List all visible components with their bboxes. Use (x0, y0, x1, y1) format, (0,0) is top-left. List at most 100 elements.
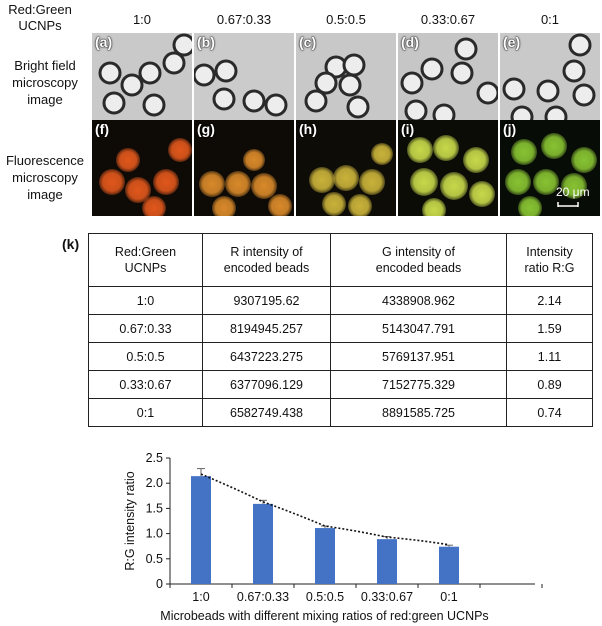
fluorescence-line2: microscopy (12, 170, 78, 185)
header-cell-ratio-rg: Intensity ratio R:G (506, 233, 593, 287)
y-tick-label: 0.5 (146, 552, 163, 566)
bead-group (505, 133, 597, 216)
panel-label: (b) (197, 34, 215, 50)
table-row: 1:0 9307195.62 4338908.962 2.14 (88, 286, 593, 315)
bead-group (98, 33, 192, 117)
table-cell: 1:0 (88, 286, 203, 315)
table-cell: 0.5:0.5 (88, 342, 203, 371)
table-cell: 7152775.329 (330, 370, 507, 399)
y-tick-label: 0 (156, 577, 163, 591)
y-axis-label: R:G intensity ratio (123, 471, 137, 570)
header-line: ratio R:G (524, 261, 575, 275)
fluor-panel-i: (i) (398, 120, 498, 216)
bar (439, 546, 459, 584)
y-tick-label: 2.5 (146, 451, 163, 465)
fluorescence-line1: Fluorescence (5, 153, 85, 168)
table-row: 0.67:0.33 8194945.257 5143047.791 1.59 (88, 314, 593, 343)
ratio-header-line2: UCNPs (18, 18, 62, 33)
bead-group (309, 143, 393, 216)
fluor-panel-g: (g) (194, 120, 294, 216)
bead-group (199, 149, 292, 216)
table-cell: 6377096.129 (202, 370, 331, 399)
fluorescence-label: Fluorescence microscopy image (0, 152, 90, 203)
bright-panel-a: (a) (92, 33, 192, 129)
bright-field-label: Bright field microscopy image (0, 57, 90, 108)
panel-label: (a) (95, 34, 113, 50)
panel-label: (f) (95, 121, 109, 137)
bar (191, 476, 211, 584)
table-cell: 0.33:0.67 (88, 370, 203, 399)
header-cell-r: R intensity of encoded beads (202, 233, 331, 287)
table-cell: 0.74 (506, 398, 593, 427)
scale-bar-label: 20 μm (556, 185, 590, 199)
table-label: (k) (62, 236, 80, 252)
header-line: UCNPs (124, 261, 167, 275)
bar (315, 528, 335, 584)
bright-field-line1: Bright field (14, 58, 76, 73)
table-cell: 6437223.275 (202, 342, 331, 371)
table-cell: 0.89 (506, 370, 593, 399)
ratio-header-line1: Red:Green (8, 2, 72, 17)
header-line: Red:Green (114, 245, 177, 259)
table-cell: 5143047.791 (330, 314, 507, 343)
panel-label: (i) (401, 121, 415, 137)
table-cell: 1.11 (506, 342, 593, 371)
bright-field-line3: image (27, 92, 63, 107)
header-cell-ratio: Red:Green UCNPs (88, 233, 203, 287)
x-tick-label: 0:1 (440, 590, 457, 604)
panel-label: (d) (401, 34, 419, 50)
fluorescence-line3: image (27, 187, 63, 202)
table-cell: 8891585.725 (330, 398, 507, 427)
intensity-table: Red:Green UCNPs R intensity of encoded bea… (88, 233, 593, 427)
fluor-panel-h: (h) (296, 120, 396, 216)
bead-group (304, 53, 370, 119)
panel-label: (c) (299, 34, 317, 50)
y-tick-label: 1.0 (146, 527, 163, 541)
table-cell: 2.14 (506, 286, 593, 315)
table-header-row: Red:Green UCNPs R intensity of encoded bea… (88, 233, 593, 287)
table-cell: 1.59 (506, 314, 593, 343)
ratio-header: Red:Green UCNPs (0, 2, 80, 34)
bar (253, 503, 273, 584)
column-header-1: 1:0 (132, 12, 152, 27)
table-row: 0:1 6582749.438 8891585.725 0.74 (88, 398, 593, 427)
fluor-panel-f: (f) (92, 120, 192, 216)
header-line: encoded beads (223, 261, 310, 275)
panel-label: (j) (503, 121, 517, 137)
table-cell: 5769137.951 (330, 342, 507, 371)
table-row: 0.33:0.67 6377096.129 7152775.329 0.89 (88, 370, 593, 399)
bright-panel-d: (d) (398, 33, 498, 129)
bright-panel-c: (c) (296, 33, 396, 129)
bright-panel-b: (b) (194, 33, 294, 129)
x-tick-label: 0.5:0.5 (306, 590, 344, 604)
table-cell: 6582749.438 (202, 398, 331, 427)
header-line: encoded beads (375, 261, 462, 275)
bead-group (400, 37, 498, 127)
column-header-4: 0.33:0.67 (420, 12, 476, 27)
panel-label: (h) (299, 121, 317, 137)
table-cell: 9307195.62 (202, 286, 331, 315)
panel-label: (g) (197, 121, 215, 137)
bead-group (99, 138, 192, 216)
header-line: R intensity of (230, 245, 303, 259)
trend-line (200, 473, 450, 546)
fluor-panel-j: (j) 20 μm (500, 120, 600, 216)
x-tick-label: 0.67:0.33 (237, 590, 289, 604)
y-tick-label: 2.0 (146, 476, 163, 490)
header-line: Intensity (526, 245, 573, 259)
table-cell: 0.67:0.33 (88, 314, 203, 343)
header-line: G intensity of (382, 245, 455, 259)
table-cell: 0:1 (88, 398, 203, 427)
header-cell-g: G intensity of encoded beads (330, 233, 507, 287)
table-row: 0.5:0.5 6437223.275 5769137.951 1.11 (88, 342, 593, 371)
x-axis-label: Microbeads with different mixing ratios … (160, 609, 488, 623)
y-tick-label: 1.5 (146, 501, 163, 515)
column-header-2: 0.67:0.33 (216, 12, 272, 27)
column-header-5: 0:1 (540, 12, 560, 27)
ratio-bar-chart: 0 0.5 1.0 1.5 2.0 2.5 1:0 0.67:0.33 0.5:0.5 0.33:… (123, 451, 543, 623)
x-tick-label: 1:0 (192, 590, 209, 604)
table-cell: 8194945.257 (202, 314, 331, 343)
bright-panel-e: (e) (500, 33, 600, 129)
bar (377, 539, 397, 584)
x-tick-label: 0.33:0.67 (361, 590, 413, 604)
